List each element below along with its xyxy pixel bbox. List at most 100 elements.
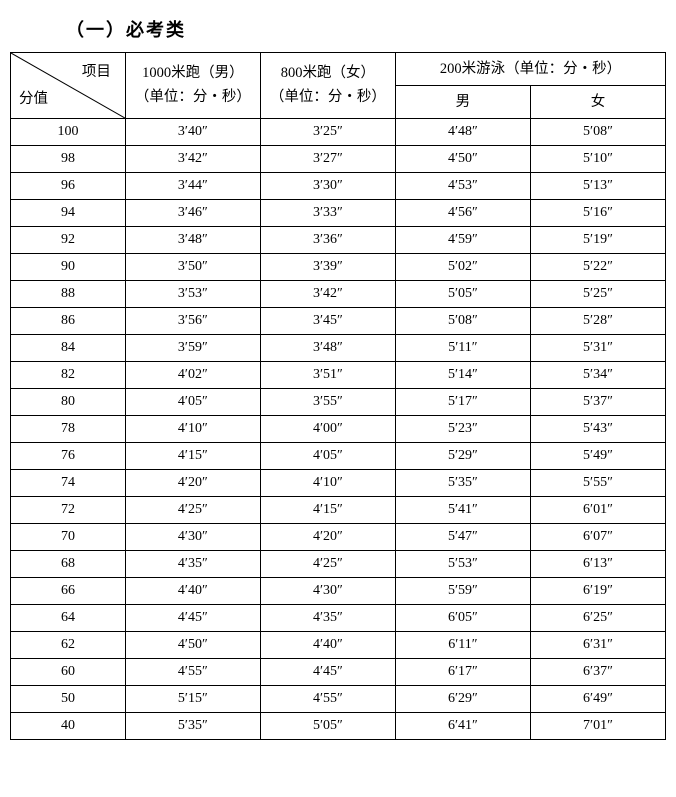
cell-run800: 4′20″ bbox=[260, 524, 395, 551]
cell-swim_m: 5′41″ bbox=[395, 497, 530, 524]
cell-run800: 4′00″ bbox=[260, 416, 395, 443]
cell-swim_m: 4′50″ bbox=[395, 146, 530, 173]
cell-score: 98 bbox=[11, 146, 126, 173]
cell-run800: 3′30″ bbox=[260, 173, 395, 200]
cell-swim_f: 5′10″ bbox=[530, 146, 665, 173]
cell-run800: 4′45″ bbox=[260, 659, 395, 686]
cell-swim_f: 6′25″ bbox=[530, 605, 665, 632]
cell-swim_m: 6′41″ bbox=[395, 713, 530, 740]
cell-score: 84 bbox=[11, 335, 126, 362]
cell-swim_f: 5′34″ bbox=[530, 362, 665, 389]
scoring-table: 项目 分值 1000米跑（男）（单位：分・秒） 800米跑（女）（单位：分・秒）… bbox=[10, 52, 666, 740]
table-row: 784′10″4′00″5′23″5′43″ bbox=[11, 416, 666, 443]
cell-run800: 3′55″ bbox=[260, 389, 395, 416]
cell-score: 92 bbox=[11, 227, 126, 254]
cell-run1000: 4′40″ bbox=[125, 578, 260, 605]
cell-swim_m: 5′17″ bbox=[395, 389, 530, 416]
cell-swim_f: 6′07″ bbox=[530, 524, 665, 551]
cell-swim_m: 5′35″ bbox=[395, 470, 530, 497]
table-row: 744′20″4′10″5′35″5′55″ bbox=[11, 470, 666, 497]
cell-swim_f: 6′49″ bbox=[530, 686, 665, 713]
table-row: 1003′40″3′25″4′48″5′08″ bbox=[11, 119, 666, 146]
cell-swim_f: 7′01″ bbox=[530, 713, 665, 740]
header-run800: 800米跑（女）（单位：分・秒） bbox=[260, 53, 395, 119]
cell-run1000: 3′53″ bbox=[125, 281, 260, 308]
cell-swim_m: 5′14″ bbox=[395, 362, 530, 389]
cell-score: 40 bbox=[11, 713, 126, 740]
table-row: 405′35″5′05″6′41″7′01″ bbox=[11, 713, 666, 740]
cell-run800: 5′05″ bbox=[260, 713, 395, 740]
cell-swim_m: 5′47″ bbox=[395, 524, 530, 551]
table-row: 684′35″4′25″5′53″6′13″ bbox=[11, 551, 666, 578]
cell-run800: 3′45″ bbox=[260, 308, 395, 335]
cell-swim_m: 5′23″ bbox=[395, 416, 530, 443]
cell-swim_f: 6′37″ bbox=[530, 659, 665, 686]
cell-score: 60 bbox=[11, 659, 126, 686]
cell-run800: 4′55″ bbox=[260, 686, 395, 713]
table-row: 824′02″3′51″5′14″5′34″ bbox=[11, 362, 666, 389]
table-row: 505′15″4′55″6′29″6′49″ bbox=[11, 686, 666, 713]
cell-run1000: 4′45″ bbox=[125, 605, 260, 632]
cell-swim_f: 5′43″ bbox=[530, 416, 665, 443]
header-swim-female: 女 bbox=[530, 86, 665, 119]
table-row: 963′44″3′30″4′53″5′13″ bbox=[11, 173, 666, 200]
cell-swim_f: 6′31″ bbox=[530, 632, 665, 659]
table-row: 863′56″3′45″5′08″5′28″ bbox=[11, 308, 666, 335]
cell-swim_f: 6′01″ bbox=[530, 497, 665, 524]
cell-run800: 3′33″ bbox=[260, 200, 395, 227]
cell-run1000: 4′10″ bbox=[125, 416, 260, 443]
cell-run800: 3′48″ bbox=[260, 335, 395, 362]
cell-swim_m: 4′48″ bbox=[395, 119, 530, 146]
cell-score: 74 bbox=[11, 470, 126, 497]
cell-run800: 4′30″ bbox=[260, 578, 395, 605]
table-row: 843′59″3′48″5′11″5′31″ bbox=[11, 335, 666, 362]
cell-run800: 4′05″ bbox=[260, 443, 395, 470]
cell-run1000: 5′35″ bbox=[125, 713, 260, 740]
cell-score: 82 bbox=[11, 362, 126, 389]
cell-run800: 3′36″ bbox=[260, 227, 395, 254]
table-row: 764′15″4′05″5′29″5′49″ bbox=[11, 443, 666, 470]
cell-swim_f: 6′13″ bbox=[530, 551, 665, 578]
table-row: 923′48″3′36″4′59″5′19″ bbox=[11, 227, 666, 254]
cell-run800: 3′39″ bbox=[260, 254, 395, 281]
cell-run1000: 3′44″ bbox=[125, 173, 260, 200]
cell-swim_f: 5′31″ bbox=[530, 335, 665, 362]
cell-run800: 3′51″ bbox=[260, 362, 395, 389]
cell-score: 90 bbox=[11, 254, 126, 281]
cell-run1000: 3′59″ bbox=[125, 335, 260, 362]
table-row: 943′46″3′33″4′56″5′16″ bbox=[11, 200, 666, 227]
table-row: 724′25″4′15″5′41″6′01″ bbox=[11, 497, 666, 524]
cell-run1000: 3′40″ bbox=[125, 119, 260, 146]
cell-swim_m: 5′02″ bbox=[395, 254, 530, 281]
cell-run1000: 3′46″ bbox=[125, 200, 260, 227]
cell-swim_m: 5′59″ bbox=[395, 578, 530, 605]
cell-score: 66 bbox=[11, 578, 126, 605]
cell-swim_f: 6′19″ bbox=[530, 578, 665, 605]
cell-score: 94 bbox=[11, 200, 126, 227]
diag-bottom-label: 分值 bbox=[19, 86, 48, 112]
cell-run1000: 4′35″ bbox=[125, 551, 260, 578]
cell-swim_m: 6′17″ bbox=[395, 659, 530, 686]
table-row: 983′42″3′27″4′50″5′10″ bbox=[11, 146, 666, 173]
cell-swim_m: 5′29″ bbox=[395, 443, 530, 470]
cell-swim_f: 5′08″ bbox=[530, 119, 665, 146]
cell-run1000: 3′48″ bbox=[125, 227, 260, 254]
cell-score: 100 bbox=[11, 119, 126, 146]
cell-score: 80 bbox=[11, 389, 126, 416]
cell-run1000: 5′15″ bbox=[125, 686, 260, 713]
cell-score: 70 bbox=[11, 524, 126, 551]
cell-score: 72 bbox=[11, 497, 126, 524]
cell-run1000: 4′20″ bbox=[125, 470, 260, 497]
table-row: 644′45″4′35″6′05″6′25″ bbox=[11, 605, 666, 632]
cell-swim_f: 5′19″ bbox=[530, 227, 665, 254]
table-row: 903′50″3′39″5′02″5′22″ bbox=[11, 254, 666, 281]
cell-run1000: 4′25″ bbox=[125, 497, 260, 524]
cell-run800: 4′35″ bbox=[260, 605, 395, 632]
cell-run1000: 4′50″ bbox=[125, 632, 260, 659]
cell-run800: 4′10″ bbox=[260, 470, 395, 497]
cell-run800: 3′25″ bbox=[260, 119, 395, 146]
cell-swim_m: 5′08″ bbox=[395, 308, 530, 335]
cell-swim_m: 6′11″ bbox=[395, 632, 530, 659]
cell-run1000: 3′50″ bbox=[125, 254, 260, 281]
cell-swim_f: 5′49″ bbox=[530, 443, 665, 470]
